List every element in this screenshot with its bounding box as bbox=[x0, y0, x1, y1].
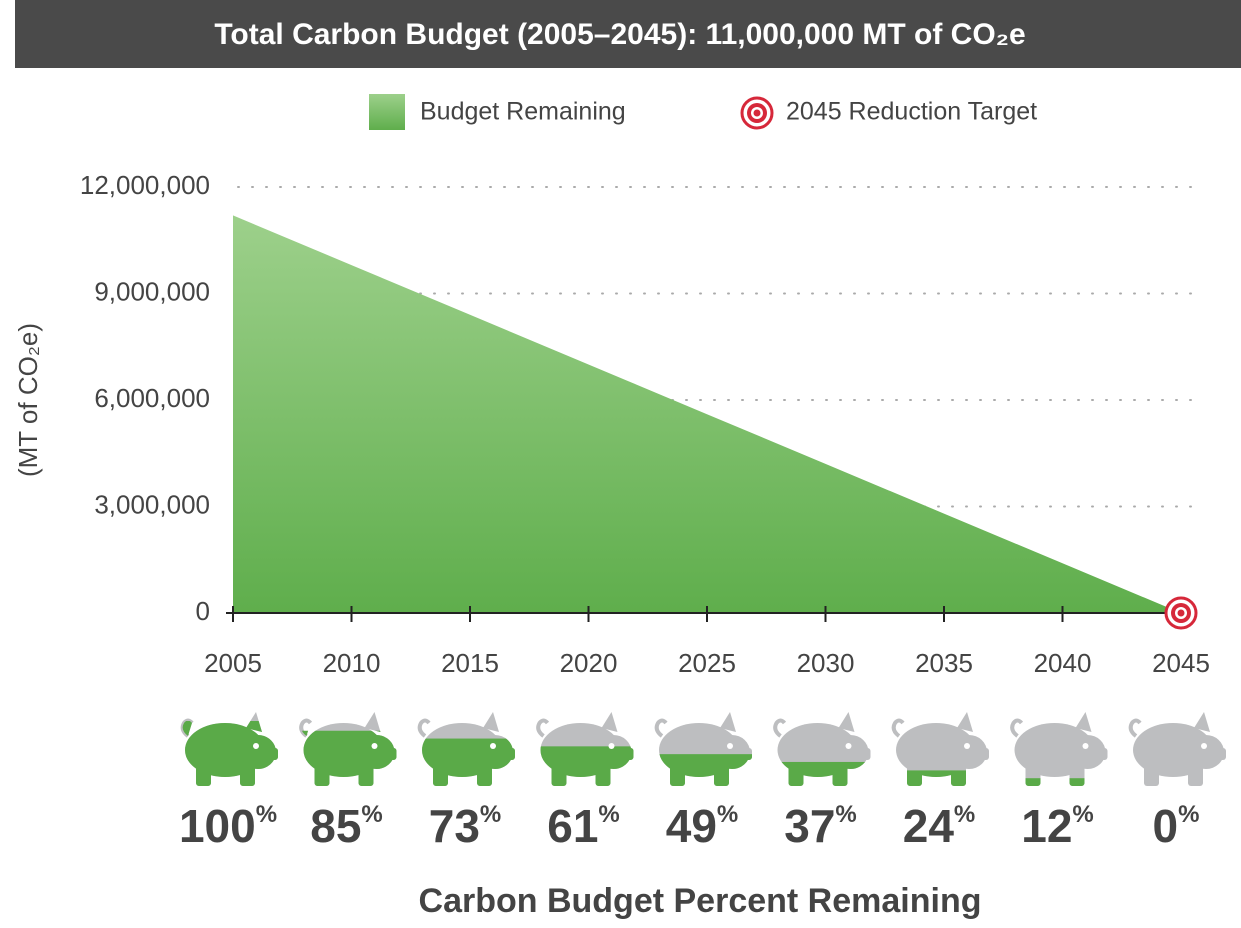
percent-value: 24 bbox=[903, 800, 955, 852]
piggy-bank bbox=[891, 712, 989, 786]
x-tick-label: 2025 bbox=[678, 648, 736, 678]
percent-unit: % bbox=[480, 801, 501, 828]
piggy-bank bbox=[299, 712, 397, 786]
piggy-bank bbox=[536, 712, 634, 786]
y-tick-label: 12,000,000 bbox=[80, 170, 210, 200]
percent-unit: % bbox=[835, 801, 856, 828]
legend-swatch bbox=[369, 94, 405, 130]
percent-value: 12 bbox=[1021, 800, 1072, 852]
percent-label: 73% bbox=[429, 800, 502, 852]
percent-value: 49 bbox=[666, 800, 717, 852]
x-tick-label: 2040 bbox=[1034, 648, 1092, 678]
y-tick-label: 3,000,000 bbox=[94, 489, 210, 519]
x-tick-label: 2035 bbox=[915, 648, 973, 678]
piggy-fill bbox=[775, 761, 871, 786]
percent-value: 0 bbox=[1153, 800, 1179, 852]
x-tick-label: 2015 bbox=[441, 648, 499, 678]
piggy-bank bbox=[1128, 712, 1226, 786]
piggy-fill bbox=[656, 754, 752, 786]
y-tick-label: 6,000,000 bbox=[94, 383, 210, 413]
y-tick-label: 0 bbox=[196, 596, 210, 626]
piggy-bank bbox=[417, 712, 515, 786]
piggy-fill bbox=[301, 730, 397, 786]
percent-unit: % bbox=[1072, 801, 1093, 828]
chart-title: Total Carbon Budget (2005–2045): 11,000,… bbox=[214, 18, 1025, 51]
piggy-fill bbox=[1012, 778, 1108, 786]
percent-value: 73 bbox=[429, 800, 480, 852]
title-bar bbox=[15, 0, 1241, 68]
y-tick-label: 9,000,000 bbox=[94, 276, 210, 306]
legend-label: 2045 Reduction Target bbox=[786, 98, 1037, 126]
x-tick-label: 2030 bbox=[797, 648, 855, 678]
percent-unit: % bbox=[1178, 801, 1199, 828]
percent-label: 0% bbox=[1153, 800, 1200, 852]
legend-label: Budget Remaining bbox=[420, 98, 626, 126]
legend-target-icon bbox=[740, 96, 774, 130]
percent-label: 24% bbox=[903, 800, 976, 852]
area bbox=[233, 215, 1181, 613]
x-tick-label: 2010 bbox=[323, 648, 381, 678]
x-tick-label: 2045 bbox=[1152, 648, 1210, 678]
piggy-fill bbox=[182, 721, 278, 786]
piggy-fill bbox=[538, 746, 634, 786]
percent-unit: % bbox=[256, 801, 277, 828]
x-tick-label: 2020 bbox=[560, 648, 618, 678]
percent-label: 100% bbox=[179, 800, 277, 852]
percent-unit: % bbox=[598, 801, 619, 828]
percent-unit: % bbox=[717, 801, 738, 828]
piggy-bank bbox=[773, 712, 871, 786]
x-axis-label: Carbon Budget Percent Remaining bbox=[419, 882, 982, 920]
x-tick-label: 2005 bbox=[204, 648, 262, 678]
y-axis-label: (MT of CO₂e) bbox=[13, 323, 43, 477]
piggy-fill bbox=[419, 738, 515, 786]
piggy-bank bbox=[1010, 712, 1108, 786]
percent-value: 85 bbox=[310, 800, 361, 852]
percent-unit: % bbox=[954, 801, 975, 828]
piggy-bank bbox=[654, 712, 752, 786]
percent-label: 12% bbox=[1021, 800, 1094, 852]
percent-label: 85% bbox=[310, 800, 383, 852]
percent-value: 61 bbox=[547, 800, 598, 852]
piggy-fill bbox=[893, 770, 989, 786]
percent-label: 61% bbox=[547, 800, 620, 852]
piggy-bank bbox=[180, 712, 278, 786]
target-marker bbox=[1164, 596, 1198, 630]
percent-label: 37% bbox=[784, 800, 857, 852]
percent-value: 37 bbox=[784, 800, 835, 852]
percent-label: 49% bbox=[666, 800, 739, 852]
percent-value: 100 bbox=[179, 800, 256, 852]
percent-unit: % bbox=[361, 801, 382, 828]
